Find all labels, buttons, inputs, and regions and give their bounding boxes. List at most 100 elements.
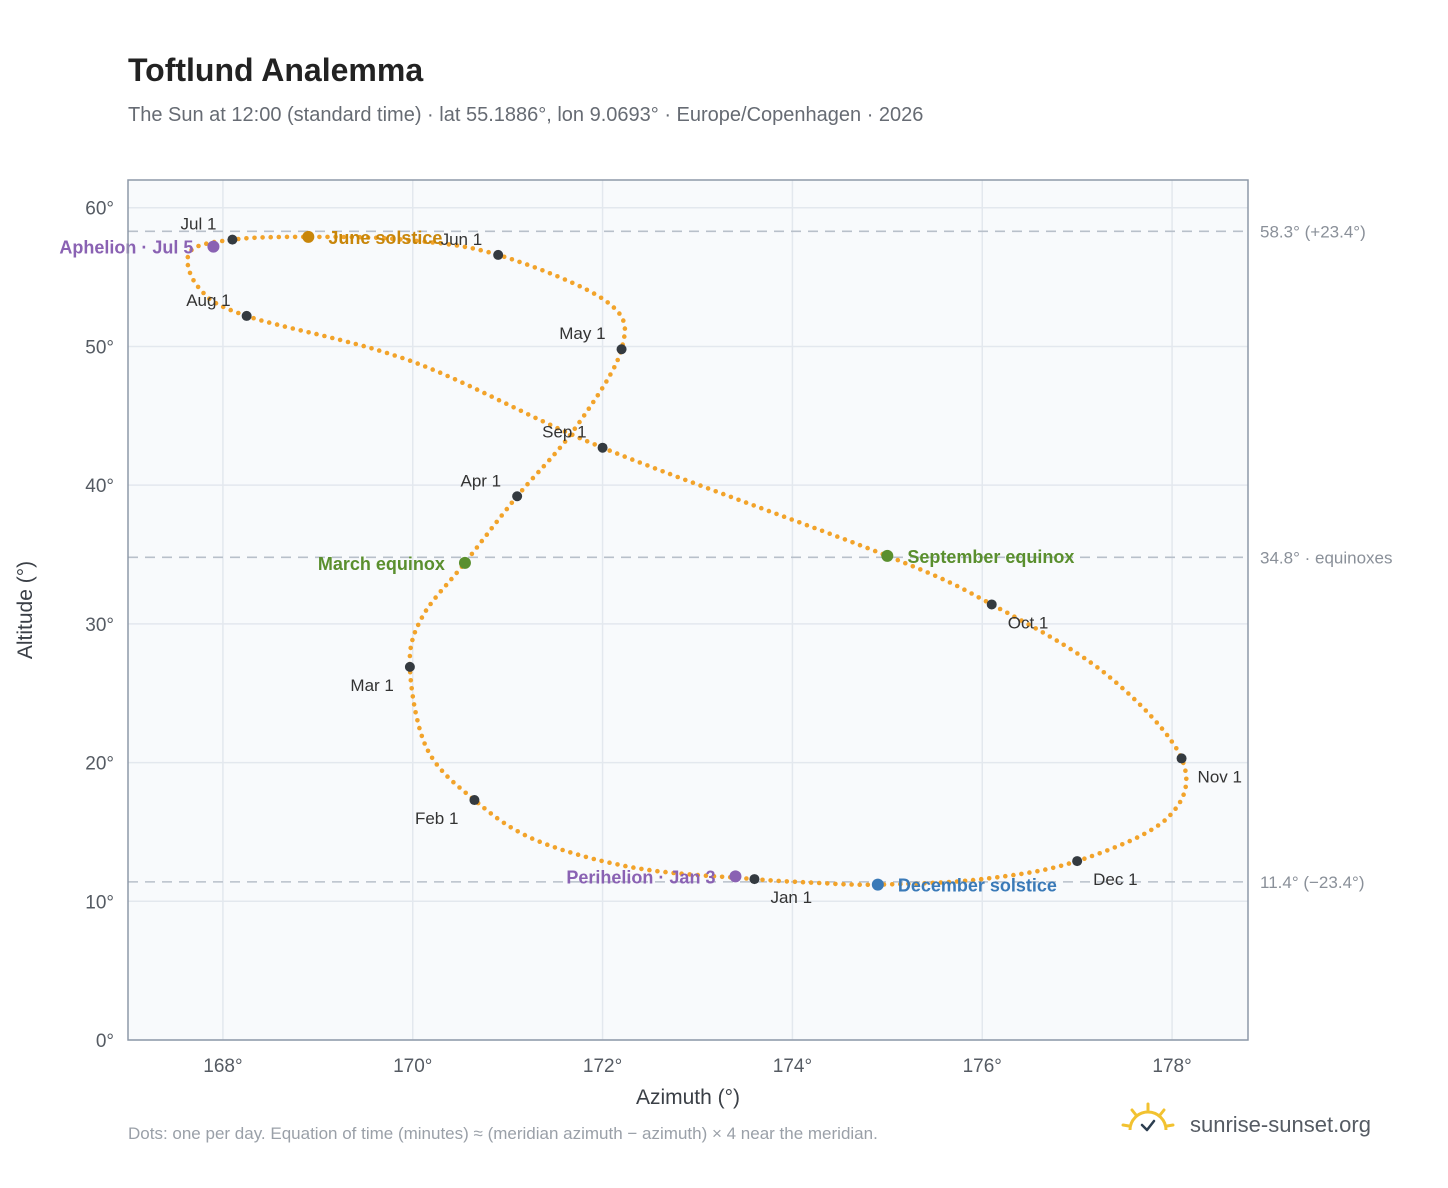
y-tick-label: 20° — [85, 754, 114, 775]
daily-sun-dot — [547, 271, 553, 276]
daily-sun-dot — [484, 532, 490, 537]
daily-sun-dot — [687, 872, 692, 877]
daily-sun-dot — [698, 483, 703, 488]
daily-sun-dot — [429, 755, 435, 761]
daily-sun-dot — [889, 882, 895, 887]
daily-sun-dot — [683, 477, 688, 483]
daily-sun-dot — [452, 377, 458, 382]
daily-sun-dot — [1089, 853, 1095, 859]
daily-sun-dot — [373, 235, 379, 241]
event-marker — [881, 549, 894, 562]
daily-sun-dot — [1068, 646, 1073, 652]
daily-sun-dot — [213, 300, 219, 306]
daily-sun-dot — [443, 582, 449, 588]
daily-sun-dot — [789, 517, 794, 522]
daily-sun-dot — [1134, 835, 1140, 840]
event-label: December solstice — [898, 876, 1057, 896]
month-label: Mar 1 — [350, 676, 393, 695]
daily-sun-dot — [736, 497, 741, 503]
daily-sun-dot — [412, 630, 418, 635]
daily-sun-dot — [474, 387, 480, 392]
daily-sun-dot — [903, 560, 908, 566]
daily-sun-dot — [792, 879, 798, 885]
x-tick-label: 174° — [773, 1056, 812, 1077]
daily-sun-dot — [423, 608, 429, 613]
daily-sun-dot — [703, 873, 709, 878]
daily-sun-dot — [1112, 845, 1118, 850]
daily-sun-dot — [591, 856, 597, 862]
daily-sun-dot — [474, 545, 480, 550]
daily-sun-dot — [849, 882, 854, 887]
daily-sun-dot — [719, 874, 725, 880]
daily-sun-dot — [865, 882, 871, 888]
daily-sun-dot — [540, 419, 546, 424]
daily-sun-dot — [482, 806, 487, 811]
daily-sun-dot — [438, 589, 444, 594]
daily-sun-dot — [639, 866, 644, 872]
daily-sun-dot — [517, 259, 522, 265]
daily-sun-dot — [552, 845, 558, 850]
daily-sun-dot — [298, 328, 304, 333]
daily-sun-dot — [572, 426, 578, 432]
daily-sun-dot — [1183, 768, 1188, 773]
daily-sun-dot — [940, 576, 945, 582]
daily-sun-dot — [357, 234, 363, 240]
daily-sun-dot — [439, 768, 445, 773]
daily-sun-dot — [938, 880, 944, 885]
daily-sun-dot — [1126, 691, 1131, 696]
daily-sun-dot — [1058, 863, 1064, 869]
daily-sun-dot — [469, 551, 475, 557]
daily-sun-dot — [504, 506, 510, 512]
daily-sun-dot — [1169, 739, 1175, 744]
daily-sun-dot — [857, 542, 863, 548]
daily-sun-dot — [637, 460, 643, 465]
chart-subtitle: The Sun at 12:00 (standard time) · lat 5… — [128, 104, 924, 126]
daily-sun-dot — [667, 471, 673, 477]
brand-logo[interactable]: sunrise-sunset.org — [1120, 1100, 1400, 1150]
x-tick-label: 170° — [393, 1056, 432, 1077]
month-label: Jul 1 — [180, 215, 216, 234]
daily-sun-dot — [434, 762, 440, 767]
daily-sun-dot — [1075, 651, 1080, 656]
daily-sun-dot — [467, 383, 473, 389]
daily-sun-dot — [361, 343, 367, 349]
month-label: Jun 1 — [441, 230, 483, 249]
plot-frame — [127, 179, 1249, 1041]
daily-sun-dot — [446, 242, 452, 247]
daily-sun-dot — [1155, 823, 1161, 828]
daily-sun-dot — [369, 346, 374, 351]
daily-sun-dot — [413, 710, 418, 715]
daily-sun-dot — [406, 237, 411, 243]
daily-sun-dot — [1088, 660, 1094, 665]
daily-sun-dot — [479, 538, 485, 544]
daily-sun-dot — [284, 234, 290, 240]
daily-sun-dot — [407, 358, 413, 364]
daily-sun-dot — [833, 881, 838, 887]
daily-sun-dot — [827, 531, 832, 536]
daily-sun-dot — [201, 290, 206, 296]
daily-sun-dot — [529, 836, 535, 841]
daily-sun-dot — [449, 576, 454, 582]
daily-sun-dot — [422, 239, 428, 244]
daily-sun-dot — [1011, 872, 1016, 878]
sun-logo-icon — [1121, 1102, 1175, 1132]
daily-sun-dot — [1043, 867, 1048, 872]
chart-title: Toftlund Analemma — [128, 52, 424, 88]
daily-sun-dot — [978, 876, 984, 882]
daily-sun-dot — [568, 850, 573, 855]
daily-sun-dot — [445, 774, 450, 779]
daily-sun-dot — [525, 481, 530, 487]
month-marker — [616, 344, 627, 355]
daily-sun-dot — [630, 457, 635, 462]
daily-sun-dot — [577, 283, 582, 289]
daily-sun-dot — [451, 779, 456, 785]
daily-sun-dot — [488, 811, 494, 816]
daily-sun-dot — [547, 422, 553, 428]
daily-sun-dot — [438, 241, 444, 246]
daily-sun-dot — [415, 361, 421, 366]
daily-sun-dot — [1019, 871, 1024, 877]
daily-sun-dot — [607, 860, 612, 865]
daily-sun-dot — [995, 875, 1000, 880]
daily-sun-dot — [932, 573, 938, 579]
daily-sun-dot — [575, 852, 581, 857]
